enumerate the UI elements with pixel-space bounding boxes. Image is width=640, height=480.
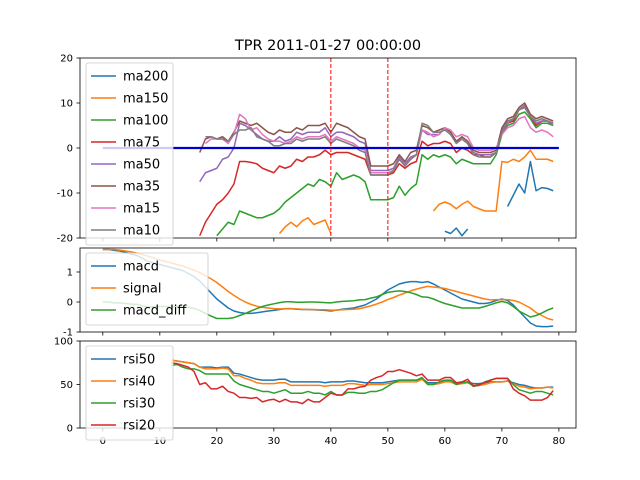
- legend-label-ma50: ma50: [123, 158, 160, 173]
- series-line-ma35: [199, 102, 554, 167]
- x-tick-label: 10: [153, 436, 166, 447]
- x-tick-label: 50: [381, 436, 394, 447]
- legend-label-rsi40: rsi40: [123, 375, 155, 390]
- series-line-rsi20: [171, 362, 554, 405]
- legend-label-macd_diff: macd_diff: [123, 304, 187, 319]
- y-tick-label: 20: [60, 54, 73, 65]
- y-tick-label: -20: [57, 234, 73, 245]
- x-tick-label: 20: [210, 436, 223, 447]
- legend-label-rsi50: rsi50: [123, 353, 155, 368]
- plot-panel-1: -20-1001020ma200ma150ma100ma75ma50ma35ma…: [57, 54, 577, 246]
- axes-frame: [79, 247, 577, 333]
- legend-label-ma10: ma10: [123, 224, 160, 239]
- y-tick-label: 0: [67, 298, 73, 309]
- series-line-rsi50: [171, 359, 554, 389]
- legend-label-ma35: ma35: [123, 180, 160, 195]
- legend-label-ma15: ma15: [123, 202, 160, 217]
- legend-label-rsi30: rsi30: [123, 397, 155, 412]
- x-tick-label: 70: [496, 436, 509, 447]
- plot-area: [102, 58, 559, 238]
- y-tick-label: -1: [63, 328, 73, 339]
- legend: rsi50 rsi40 rsi30 rsi20: [85, 345, 174, 441]
- y-tick-label: 1: [67, 268, 73, 279]
- series-line-rsi40: [171, 359, 554, 390]
- x-tick-label: 0: [100, 436, 106, 447]
- plot-panel-2: -1 0 1 macd signal macd_diff: [63, 247, 577, 339]
- y-tick-label: 100: [54, 337, 73, 348]
- series-line-ma10: [205, 106, 554, 176]
- legend-label-ma200: ma200: [123, 70, 168, 85]
- legend-label-ma75: ma75: [123, 136, 160, 151]
- series-line-ma200: [444, 160, 554, 237]
- x-tick-label: 30: [267, 436, 280, 447]
- x-tick-label: 80: [553, 436, 566, 447]
- y-tick-label: 50: [60, 380, 73, 391]
- legend-label-rsi20: rsi20: [123, 419, 155, 434]
- series-line-ma150: [278, 149, 554, 234]
- y-tick-label: 0: [67, 424, 73, 435]
- chart-title: TPR 2011-01-27 00:00:00: [234, 38, 421, 54]
- x-tick-label: 40: [324, 436, 337, 447]
- y-tick-label: 0: [67, 144, 73, 155]
- legend-box: [85, 252, 209, 326]
- x-tick-label: 60: [439, 436, 452, 447]
- legend: macd signal macd_diff: [85, 252, 209, 326]
- legend-label-macd: macd: [123, 260, 159, 275]
- legend-label-ma150: ma150: [123, 92, 168, 107]
- plot-area: [171, 359, 554, 405]
- plot-panel-3: 0 10 20 30 40 50 60 70 80050100rsi50rsi40rsi30rs…: [54, 337, 577, 447]
- legend: ma200 ma150 ma100 ma75 ma50 ma35 ma15 ma10: [85, 62, 174, 246]
- legend-box: [85, 62, 174, 246]
- legend-label-signal: signal: [123, 282, 161, 297]
- legend-label-ma100: ma100: [123, 114, 168, 129]
- y-tick-label: -10: [57, 189, 73, 200]
- y-tick-label: 10: [60, 99, 73, 110]
- legend-box: [85, 345, 174, 441]
